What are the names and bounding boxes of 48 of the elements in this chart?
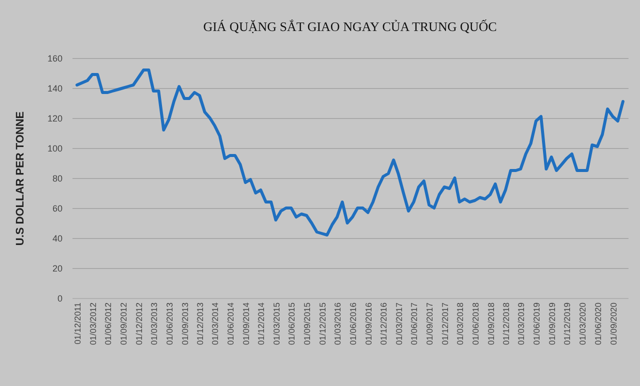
- x-tick-label: 01/12/2016: [378, 302, 389, 346]
- y-tick-label: 60: [52, 204, 62, 214]
- x-tick-label: 01/12/2011: [72, 302, 83, 344]
- x-tick-label: 01/03/2018: [454, 302, 465, 346]
- x-tick-label: 01/12/2019: [562, 302, 572, 346]
- y-tick-label: 100: [47, 144, 62, 154]
- x-tick-label: 01/09/2016: [363, 302, 374, 346]
- x-tick-label: 01/12/2018: [501, 302, 512, 346]
- x-tick-label: 01/12/2012: [134, 302, 144, 346]
- y-axis-title: U.S DOLLAR PER TONNE: [14, 111, 26, 246]
- x-tick-label: 01/03/2015: [271, 302, 282, 346]
- x-tick-label: 01/12/2013: [195, 302, 206, 346]
- x-tick-label: 01/12/2014: [256, 302, 266, 346]
- x-tick-label: 01/03/2019: [516, 302, 526, 346]
- x-tick-label: 01/06/2019: [532, 302, 542, 346]
- x-tick-label: 01/06/2014: [226, 302, 236, 346]
- x-tick-label: 01/09/2019: [546, 302, 557, 346]
- x-tick-label: 01/12/2015: [317, 302, 328, 346]
- y-tick-label: 120: [47, 114, 62, 124]
- x-tick-label: 01/06/2013: [164, 302, 174, 346]
- x-tick-label: 01/09/2020: [608, 302, 618, 346]
- x-tick-label: 01/06/2017: [409, 302, 420, 346]
- x-tick-label: 01/09/2017: [424, 302, 435, 346]
- y-tick-label: 20: [52, 264, 62, 274]
- x-tick-label: 01/03/2020: [577, 302, 588, 346]
- x-tick-label: 01/03/2013: [148, 302, 159, 346]
- y-tick-label: 0: [57, 294, 62, 304]
- x-tick-label: 01/09/2015: [302, 302, 312, 346]
- x-tick-label: 01/03/2014: [210, 302, 220, 346]
- x-tick-label: 01/03/2016: [332, 302, 343, 346]
- line-series: [76, 68, 624, 236]
- x-tick-label: 01/06/2020: [592, 302, 603, 346]
- x-tick-label: 01/09/2012: [118, 302, 129, 346]
- y-tick-label: 80: [52, 174, 62, 184]
- y-tick-label: 140: [47, 84, 62, 94]
- x-tick-label: 01/06/2018: [470, 302, 480, 346]
- x-tick-label: 01/12/2017: [440, 302, 450, 346]
- y-tick-label: 40: [52, 234, 62, 244]
- x-tick-label: 01/06/2016: [348, 302, 358, 346]
- y-tick-label: 160: [47, 54, 62, 64]
- x-tick-label: 01/09/2018: [486, 302, 496, 346]
- x-tick-label: 01/09/2013: [180, 302, 190, 346]
- x-tick-label: 01/09/2014: [240, 302, 251, 346]
- x-tick-label: 01/06/2015: [286, 302, 297, 346]
- x-tick-label: 01/06/2012: [103, 302, 114, 346]
- x-tick-label: 01/03/2017: [394, 302, 404, 346]
- chart-title: GIÁ QUẶNG SẮT GIAO NGAY CỦA TRUNG QUỐC: [203, 19, 497, 34]
- x-tick-label: 01/03/2012: [88, 302, 98, 346]
